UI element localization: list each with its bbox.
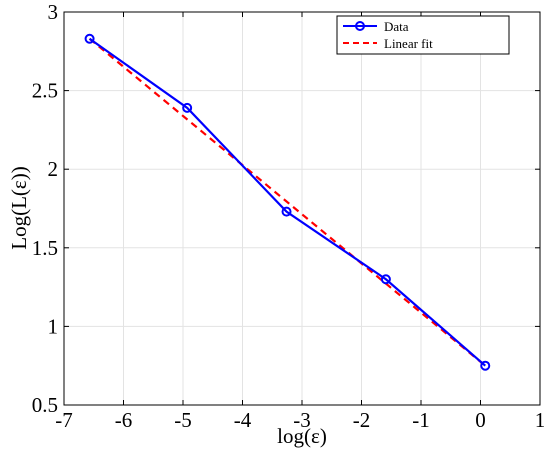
y-tick-label: 3 <box>48 0 59 24</box>
y-tick-label: 2 <box>48 157 59 181</box>
x-tick-label: -5 <box>174 408 192 432</box>
x-tick-label: -7 <box>55 408 73 432</box>
x-tick-label: 0 <box>475 408 486 432</box>
x-tick-label: -2 <box>353 408 371 432</box>
x-tick-label: -3 <box>293 408 311 432</box>
series-layer <box>84 33 491 371</box>
x-tick-label: -6 <box>115 408 133 432</box>
data-point <box>84 33 95 44</box>
x-tick-label: -4 <box>234 408 252 432</box>
legend-label-linear-fit: Linear fit <box>384 36 433 51</box>
legend-label-data: Data <box>384 19 409 34</box>
data-point <box>182 102 193 113</box>
axis-ticks: -7 -6 -5 -4 -3 -2 -1 0 1 0.5 1 1.5 2 2.5 3 <box>32 0 546 432</box>
legend-box <box>336 15 510 55</box>
x-tick-label: -1 <box>412 408 430 432</box>
x-tick-label: 1 <box>535 408 546 432</box>
data-point <box>380 274 391 285</box>
y-tick-label: 1.5 <box>32 236 58 260</box>
linear-fit-line <box>88 37 486 367</box>
data-series-line <box>88 37 486 367</box>
y-tick-label: 1 <box>48 314 59 338</box>
grid-lines <box>64 12 540 405</box>
legend: Data Linear fit <box>336 15 510 55</box>
y-tick-label: 0.5 <box>32 393 58 417</box>
y-tick-label: 2.5 <box>32 79 58 103</box>
y-axis-label: Log(L(ε)) <box>7 166 31 249</box>
data-point <box>480 360 491 371</box>
legend-marker-data <box>355 21 365 31</box>
x-axis-label: log(ε) <box>277 424 327 448</box>
data-point <box>281 206 292 217</box>
